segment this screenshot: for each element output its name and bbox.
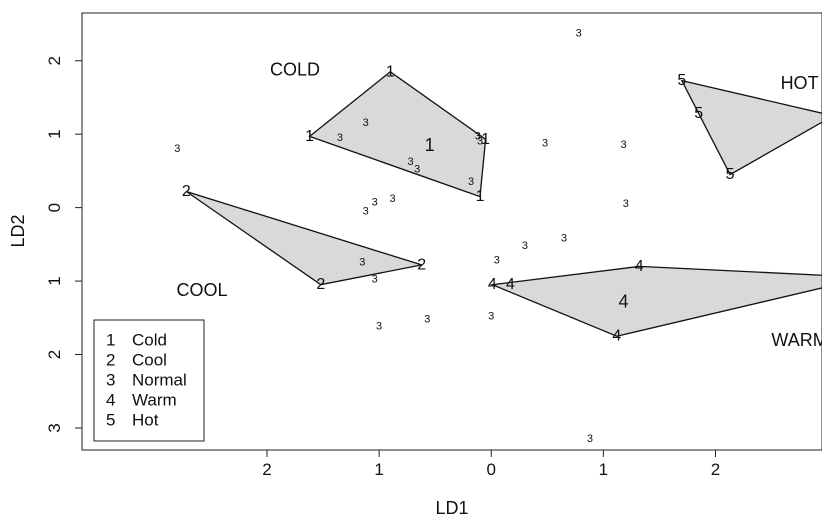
point-normal-10: 3 [620, 139, 626, 151]
centroid-cold: 1 [425, 135, 435, 155]
group-label-hot: HOT [781, 73, 819, 93]
point-normal-24: 3 [587, 433, 593, 445]
point-normal-1: 3 [174, 143, 180, 155]
group-label-cool: COOL [176, 280, 227, 300]
y-tick-label: 2 [45, 350, 64, 359]
y-tick-label: 1 [45, 129, 64, 138]
group-centroids: 14 [425, 135, 629, 311]
point-normal-14: 3 [372, 196, 378, 208]
point-normal-8: 3 [477, 136, 483, 148]
y-tick-label: 3 [45, 423, 64, 432]
group-hulls [185, 70, 822, 337]
point-normal-16: 3 [494, 255, 500, 267]
legend-label: Cold [132, 331, 167, 350]
centroid-warm: 4 [619, 292, 629, 312]
legend-symbol: 3 [106, 371, 115, 390]
point-hot-1: 5 [677, 72, 686, 89]
legend-symbol: 1 [106, 331, 115, 350]
plot-frame [81, 12, 822, 451]
point-normal-6: 3 [468, 176, 474, 188]
point-warm-5: 4 [612, 328, 621, 345]
hull-cold [308, 70, 487, 198]
point-cold-3: 1 [476, 188, 485, 205]
hull-hot [680, 79, 822, 176]
hull-warm [489, 265, 822, 337]
axes: 210123321012 [45, 56, 720, 479]
point-hot-4: 5 [694, 105, 703, 122]
point-warm-4: 4 [506, 276, 515, 293]
point-normal-2: 3 [337, 132, 343, 144]
legend-symbol: 2 [106, 351, 115, 370]
point-cold-1: 1 [386, 63, 395, 80]
point-normal-11: 3 [576, 28, 582, 40]
point-normal-13: 3 [363, 205, 369, 217]
group-label-warm: WARM [771, 330, 822, 350]
point-normal-21: 3 [376, 321, 382, 333]
point-normal-5: 3 [414, 163, 420, 175]
x-tick-label: 1 [374, 460, 383, 479]
legend-label: Cool [132, 351, 167, 370]
y-tick-label: 0 [45, 203, 64, 212]
point-cool-2: 2 [316, 276, 325, 293]
legend-symbol: 5 [106, 411, 115, 430]
point-normal-18: 3 [561, 232, 567, 244]
legend-symbol: 4 [106, 391, 115, 410]
x-axis-label: LD1 [435, 498, 468, 518]
legend-box [93, 319, 205, 442]
point-hot-3: 5 [726, 166, 735, 183]
point-warm-3: 4 [488, 276, 497, 293]
y-tick-label: 2 [45, 56, 64, 65]
group-labels: COLD COOL WARM HOT [176, 60, 822, 350]
point-cool-1: 2 [182, 183, 191, 200]
point-normal-17: 3 [522, 240, 528, 252]
x-tick-label: 1 [599, 460, 608, 479]
point-normal-19: 3 [359, 257, 365, 269]
point-warm-2: 4 [635, 258, 644, 275]
x-tick-label: 0 [487, 460, 496, 479]
point-normal-23: 3 [488, 310, 494, 322]
legend-label: Normal [132, 371, 187, 390]
point-normal-15: 3 [390, 193, 396, 205]
point-normal-9: 3 [542, 138, 548, 150]
group-label-cold: COLD [270, 60, 320, 80]
data-points: 1111222333333333333333333333333444445555 [174, 28, 735, 445]
x-tick-label: 2 [711, 460, 720, 479]
point-normal-4: 3 [407, 156, 413, 168]
point-normal-20: 3 [372, 274, 378, 286]
point-cool-3: 2 [417, 256, 426, 273]
y-tick-label: 1 [45, 276, 64, 285]
legend: 1 Cold 2 Cool 3 Normal 4 Warm 5 Hot [93, 319, 205, 442]
hull-cool [185, 190, 422, 286]
x-tick-label: 2 [262, 460, 271, 479]
legend-label: Warm [132, 391, 177, 410]
point-normal-3: 3 [363, 117, 369, 129]
point-cold-4: 1 [481, 131, 490, 148]
point-normal-12: 3 [623, 198, 629, 210]
point-normal-22: 3 [424, 313, 430, 325]
point-normal-7: 3 [475, 130, 481, 142]
y-axis-label: LD2 [8, 214, 28, 247]
point-cold-2: 1 [305, 128, 314, 145]
legend-label: Hot [132, 411, 159, 430]
